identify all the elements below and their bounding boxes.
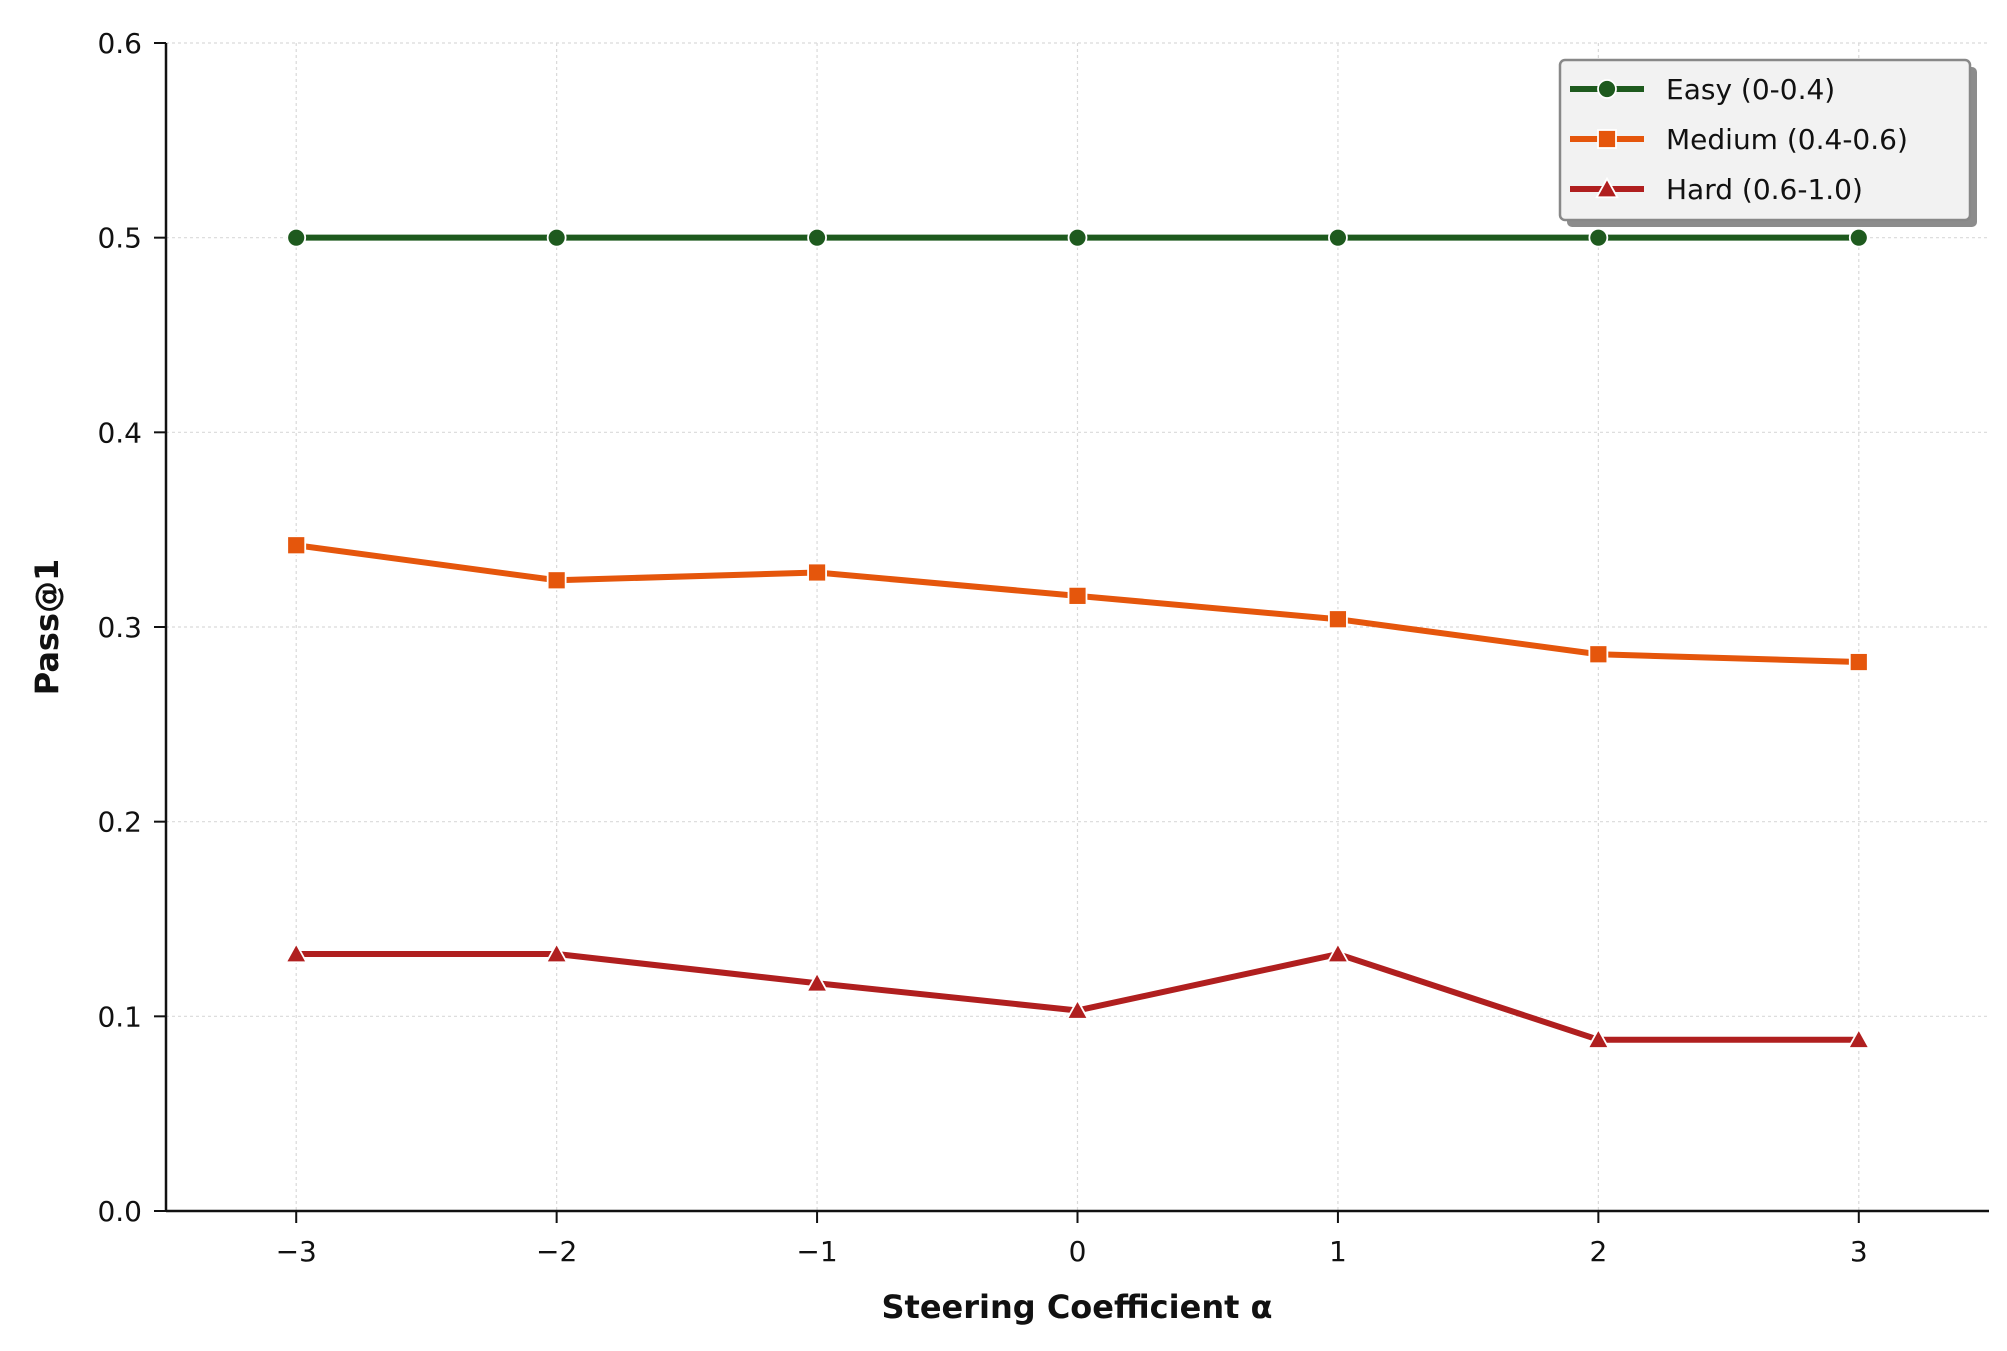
- data-point: [1065, 998, 1090, 1020]
- series-circle: [286, 227, 1869, 248]
- y-tick-label: 0.1: [97, 1000, 142, 1033]
- y-tick-label: 0.6: [97, 27, 142, 60]
- x-tick-label: 3: [1850, 1235, 1868, 1268]
- data-point: [284, 941, 309, 964]
- y-axis-title: Pass@1: [28, 559, 66, 696]
- y-tick-label: 0.0: [97, 1195, 142, 1228]
- legend-marker: [1597, 79, 1617, 99]
- x-tick-label: 0: [1069, 1235, 1087, 1268]
- legend-label: Easy (0-0.4): [1666, 73, 1835, 106]
- ticks: 0.0 0.1 0.2 0.3 0.4 0.5 0.6 −3 −2 −1 0 1 2 3: [97, 27, 1867, 1268]
- data-point: [1328, 227, 1348, 248]
- y-tick-label: 0.4: [97, 416, 142, 449]
- data-point: [1848, 652, 1869, 672]
- legend-marker: [1595, 176, 1619, 199]
- data-point: [1067, 227, 1088, 248]
- data-point: [544, 941, 569, 964]
- y-tick-label: 0.3: [97, 611, 142, 644]
- data-point: [807, 562, 827, 583]
- x-tick-label: −1: [796, 1235, 837, 1268]
- series: [284, 227, 1871, 1049]
- data-point: [1326, 941, 1350, 964]
- data-point: [286, 535, 307, 556]
- data-point: [286, 227, 307, 248]
- x-tick-label: −2: [536, 1235, 577, 1268]
- data-point: [1328, 609, 1348, 630]
- data-point: [546, 227, 567, 248]
- data-point: [1588, 227, 1609, 248]
- x-axis-title: Steering Coefficient α: [881, 1288, 1272, 1326]
- data-point: [807, 227, 827, 248]
- x-tick-label: 1: [1329, 1235, 1347, 1268]
- data-point: [1067, 585, 1088, 606]
- series-triangle: [284, 941, 1871, 1049]
- x-tick-label: 2: [1589, 1235, 1607, 1268]
- legend-box: [1558, 58, 1972, 222]
- data-point: [805, 971, 829, 993]
- legend-label: Hard (0.6-1.0): [1666, 173, 1863, 206]
- data-point: [1846, 1027, 1871, 1049]
- x-tick-label: −3: [276, 1235, 317, 1268]
- legend-marker: [1597, 129, 1617, 149]
- series-square: [286, 535, 1869, 672]
- data-point: [546, 570, 567, 591]
- y-tick-label: 0.2: [97, 806, 142, 839]
- legend[interactable]: Easy (0-0.4) Medium (0.4-0.6) Hard (0.6-1.…: [1558, 58, 1977, 227]
- data-point: [1586, 1027, 1611, 1049]
- data-point: [1588, 644, 1609, 665]
- y-tick-label: 0.5: [97, 222, 142, 255]
- series-line: [296, 951, 1859, 1043]
- data-point: [1848, 227, 1869, 248]
- legend-label: Medium (0.4-0.6): [1666, 123, 1908, 156]
